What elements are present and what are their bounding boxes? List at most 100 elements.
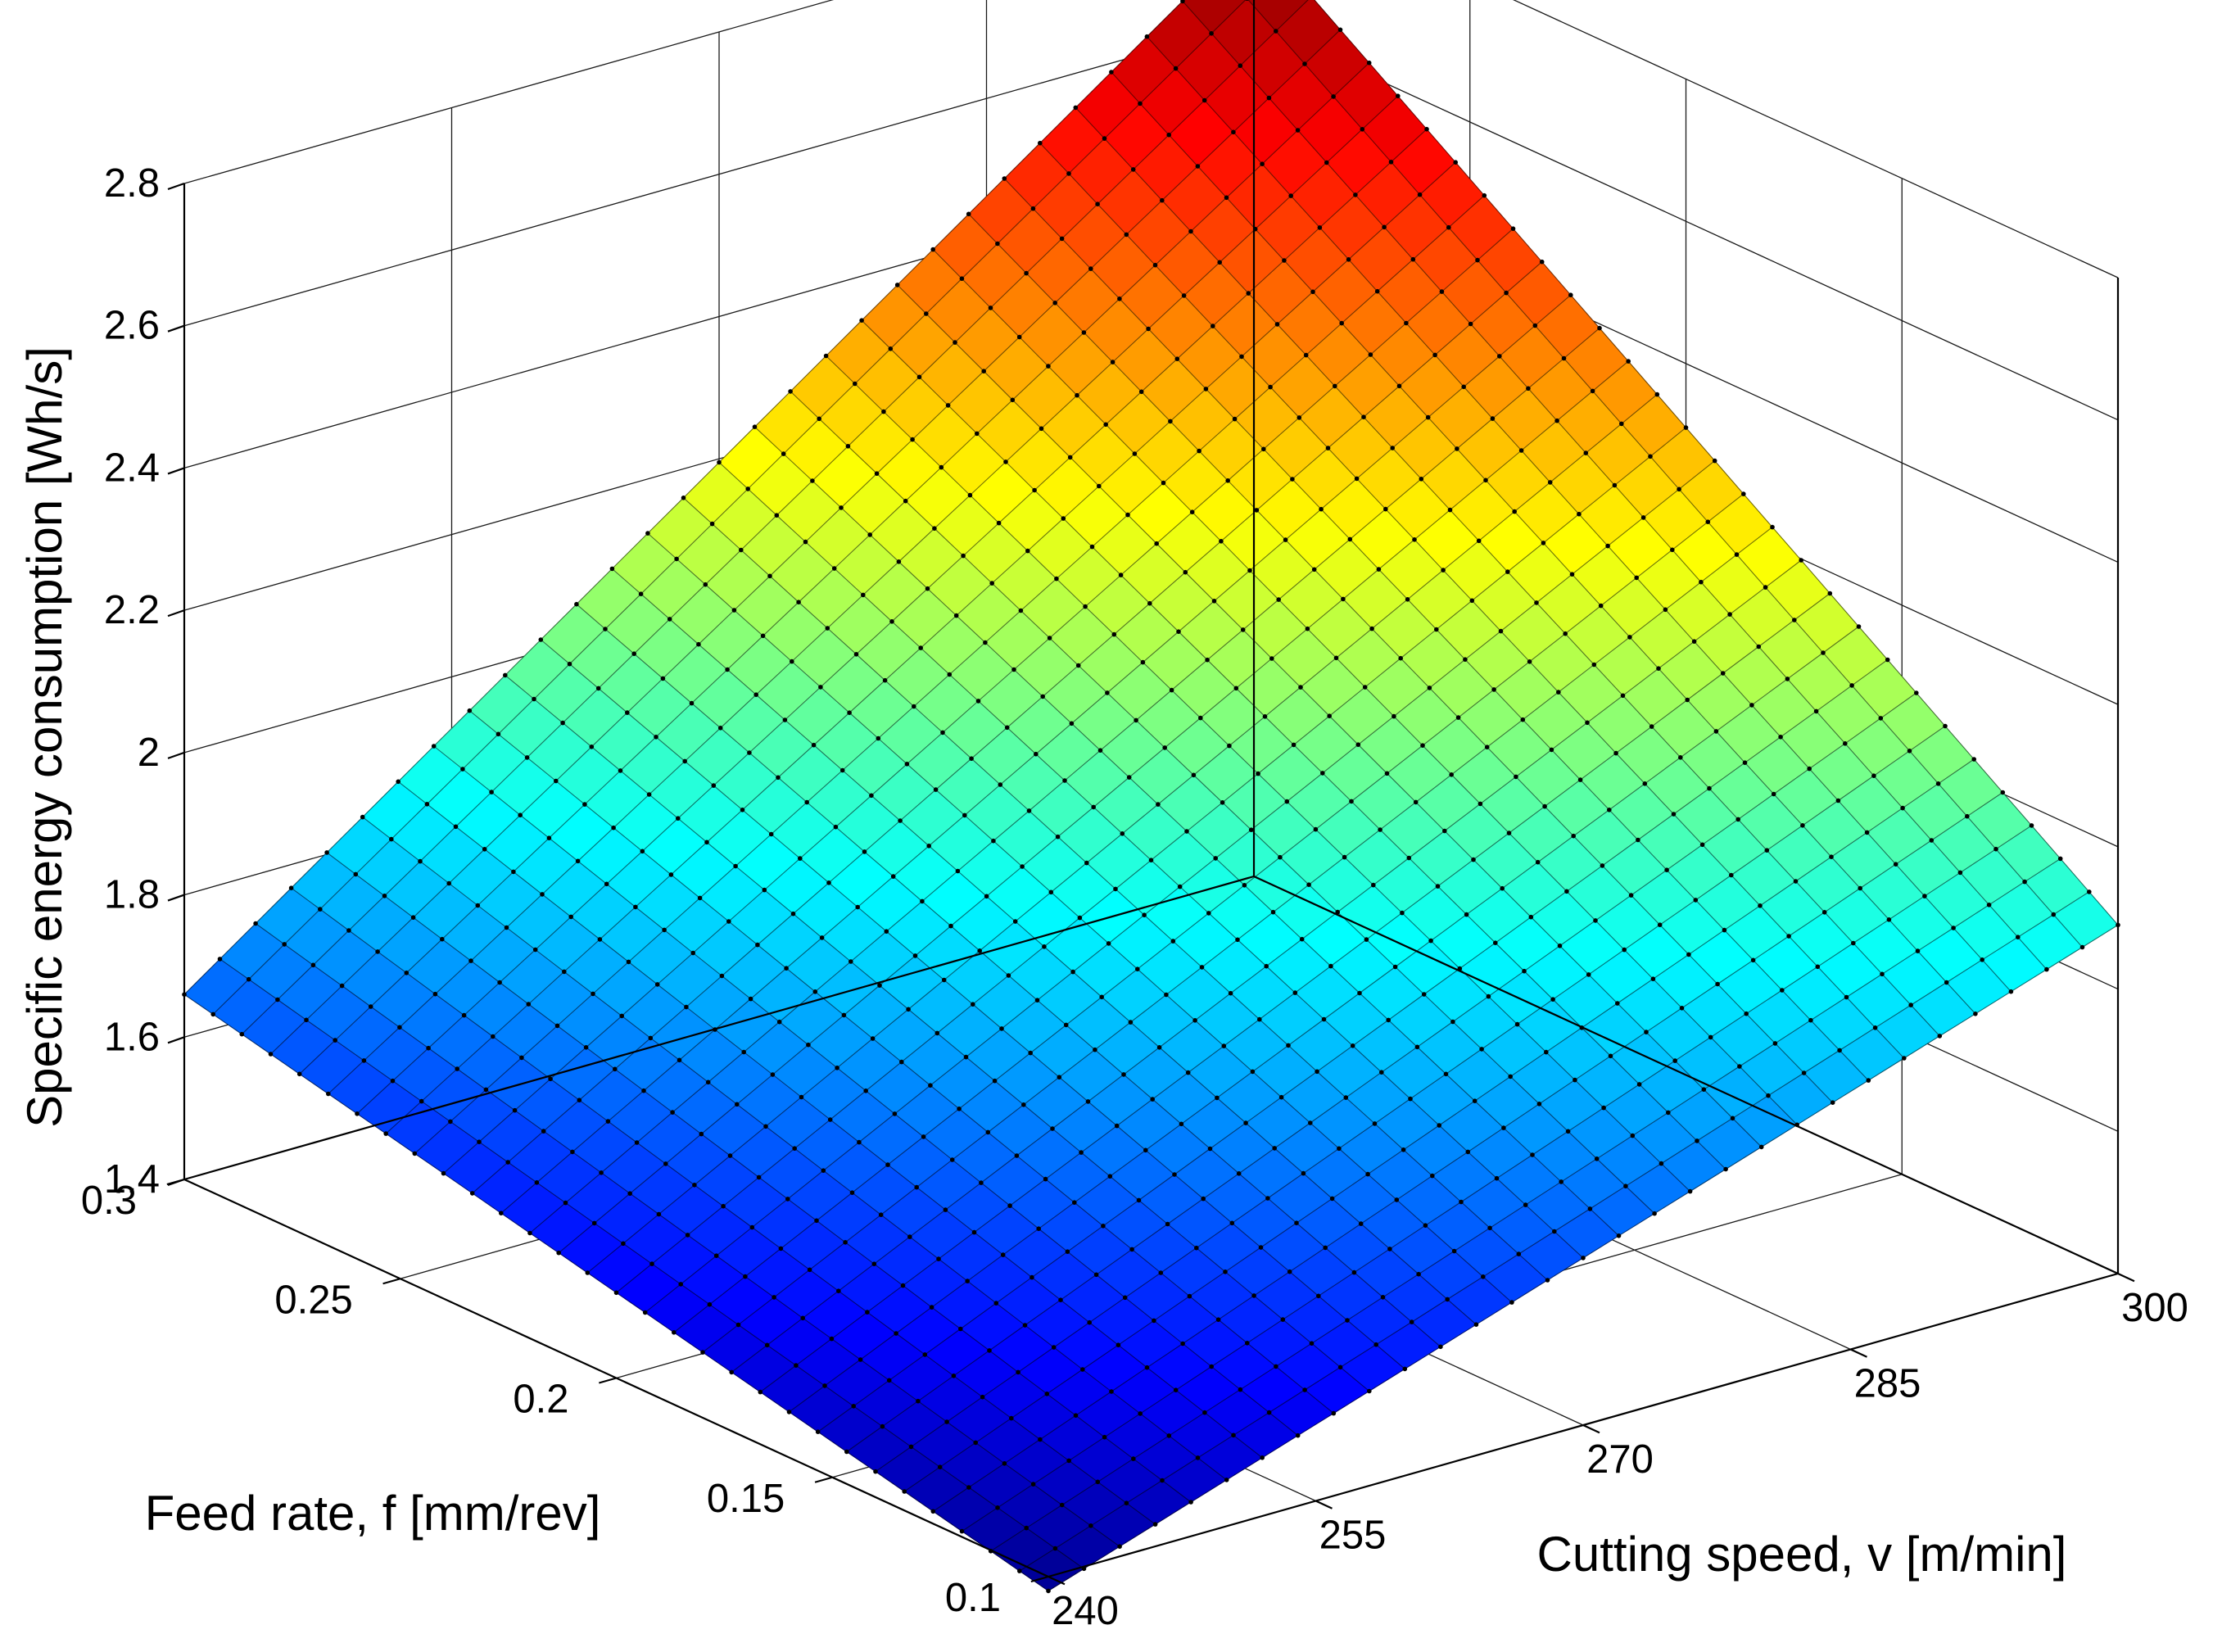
mesh-node: [1498, 628, 1504, 634]
mesh-node: [210, 1012, 216, 1017]
mesh-node: [1079, 1150, 1084, 1155]
mesh-node: [1518, 448, 1524, 453]
mesh-node: [814, 1218, 819, 1224]
mesh-node: [597, 937, 603, 942]
mesh-node: [613, 1066, 618, 1072]
mesh-node: [851, 1404, 856, 1409]
mesh-node: [1059, 236, 1065, 242]
mesh-node: [1508, 1074, 1513, 1079]
mesh-node: [924, 311, 929, 316]
mesh-node: [1487, 1225, 1492, 1231]
mesh-node: [609, 566, 615, 572]
mesh-node: [1116, 1342, 1121, 1347]
mesh-node: [886, 1378, 892, 1383]
mesh-node: [1357, 990, 1362, 996]
mesh-node: [1160, 197, 1165, 203]
mesh-node: [1302, 1387, 1307, 1392]
x-tick-label: 240: [1052, 1589, 1119, 1633]
mesh-node: [930, 247, 935, 252]
mesh-node: [646, 792, 652, 797]
mesh-node: [1545, 1278, 1550, 1283]
mesh-node: [740, 808, 745, 812]
y-axis-label: Feed rate, f [mm/rev]: [145, 1486, 601, 1541]
mesh-node: [1148, 858, 1154, 862]
mesh-node: [1564, 889, 1569, 894]
mesh-node: [1695, 1138, 1699, 1143]
mesh-node: [1756, 644, 1762, 649]
mesh-node: [1223, 1270, 1228, 1274]
mesh-node: [1687, 1188, 1693, 1194]
mesh-node: [1197, 448, 1201, 454]
mesh-node: [1430, 1173, 1435, 1179]
mesh-node: [585, 1270, 591, 1275]
mesh-node: [1708, 1034, 1713, 1040]
mesh-node: [1154, 541, 1159, 546]
mesh-node: [1264, 963, 1269, 969]
mesh-node: [1613, 750, 1618, 756]
mesh-node: [1179, 1121, 1184, 1127]
mesh-node: [1247, 568, 1252, 573]
mesh-node: [704, 840, 709, 845]
mesh-node: [845, 444, 851, 449]
z-tick: [167, 609, 185, 618]
mesh-node: [633, 904, 638, 910]
mesh-node: [1239, 354, 1244, 360]
mesh-node: [1937, 1034, 1943, 1039]
mesh-node: [921, 1134, 926, 1139]
mesh-node: [1390, 446, 1395, 450]
mesh-node: [418, 858, 423, 864]
mesh-node: [1484, 745, 1490, 749]
mesh-node: [1628, 893, 1634, 898]
mesh-node: [1109, 70, 1114, 75]
mesh-node: [1101, 1224, 1106, 1229]
mesh-node: [1413, 799, 1419, 805]
mesh-node: [782, 717, 788, 722]
mesh-node: [1016, 334, 1022, 340]
mesh-node: [731, 608, 737, 613]
mesh-node: [786, 1410, 792, 1414]
mesh-node: [1526, 386, 1531, 392]
mesh-node: [1793, 879, 1799, 884]
mesh-node: [812, 989, 818, 994]
mesh-node: [1530, 1152, 1535, 1157]
mesh-node: [1396, 383, 1402, 389]
mesh-node: [1211, 599, 1217, 604]
mesh-node: [1735, 817, 1740, 822]
mesh-node: [1328, 963, 1333, 969]
mesh-node: [217, 957, 223, 962]
y-tick-label: 0.1: [945, 1576, 1001, 1620]
mesh-node: [253, 921, 258, 926]
mesh-node: [967, 492, 973, 498]
mesh-node: [1051, 1345, 1057, 1350]
z-tick: [167, 1178, 185, 1187]
mesh-node: [1387, 1247, 1392, 1251]
mesh-node: [881, 409, 886, 414]
mesh-node: [796, 600, 801, 604]
mesh-node: [1073, 105, 1079, 111]
mesh-node: [867, 532, 872, 537]
mesh-node: [1152, 1318, 1156, 1324]
mesh-node: [1014, 1153, 1020, 1158]
mesh-node: [1099, 994, 1104, 1000]
mesh-node: [1229, 1220, 1235, 1226]
mesh-node: [1636, 1082, 1642, 1087]
mesh-node: [1565, 1129, 1571, 1134]
mesh-node: [654, 735, 658, 740]
mesh-node: [1557, 944, 1563, 948]
mesh-node: [1003, 459, 1008, 464]
mesh-node: [1980, 957, 1984, 962]
mesh-node: [1666, 1110, 1671, 1116]
mesh-node: [1006, 973, 1011, 978]
mesh-node: [1409, 1319, 1414, 1324]
mesh-node: [1451, 1248, 1457, 1254]
mesh-node: [1792, 618, 1797, 622]
mesh-node: [1174, 356, 1180, 362]
mesh-node: [390, 1078, 396, 1084]
mesh-node: [1258, 1245, 1264, 1250]
mesh-node: [532, 696, 536, 702]
mesh-node: [1481, 1274, 1486, 1279]
mesh-node: [1986, 903, 1992, 907]
mesh-node: [1046, 364, 1051, 369]
mesh-node: [1192, 1018, 1197, 1023]
mesh-node: [996, 520, 1002, 526]
